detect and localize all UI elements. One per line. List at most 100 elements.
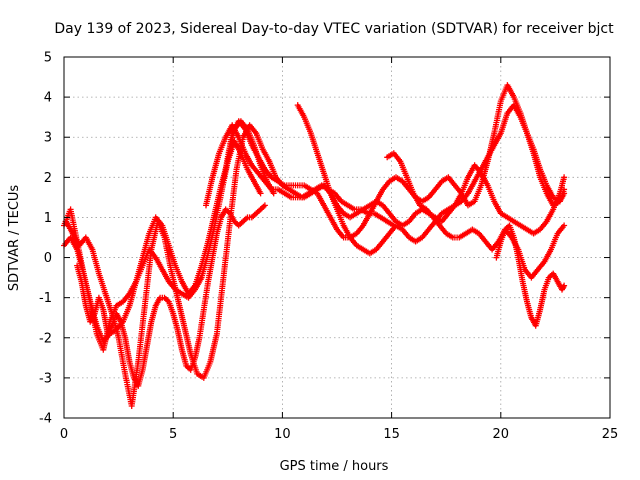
data-point [163, 236, 166, 239]
data-point [375, 200, 378, 203]
data-point [170, 268, 172, 271]
data-point [264, 180, 266, 183]
y-tick-label: 3 [44, 131, 52, 146]
y-tick-label: -2 [39, 331, 52, 346]
data-point [215, 232, 218, 235]
data-point [362, 208, 365, 211]
data-point [355, 244, 358, 247]
data-point [316, 188, 319, 191]
data-point [84, 304, 87, 307]
data-point [205, 204, 207, 207]
data-point [545, 184, 548, 187]
data-point [467, 204, 469, 207]
data-point [233, 220, 236, 223]
data-point [561, 288, 563, 291]
data-point [373, 212, 376, 215]
y-axis-label: SDTVAR / TECUs [7, 185, 22, 292]
data-point [122, 300, 124, 303]
data-point [89, 300, 92, 303]
data-point [309, 188, 312, 191]
data-point [517, 256, 520, 259]
data-point [288, 188, 290, 191]
data-point [220, 216, 223, 219]
data-point [296, 104, 299, 107]
data-point [224, 136, 227, 139]
data-point [224, 208, 227, 211]
data-point [532, 148, 535, 151]
data-point [95, 332, 98, 335]
data-point [154, 216, 157, 219]
data-point [547, 276, 550, 279]
data-point [473, 180, 476, 183]
data-point [270, 176, 273, 179]
series-track-3 [74, 202, 268, 389]
data-point [333, 192, 336, 195]
data-point [381, 204, 384, 207]
data-point [342, 212, 345, 215]
data-point [106, 332, 109, 335]
data-point [414, 212, 417, 215]
x-tick-label: 10 [274, 427, 291, 442]
data-point [347, 204, 349, 207]
data-point [174, 264, 177, 267]
data-point [261, 148, 264, 151]
data-point [388, 180, 391, 183]
data-point [447, 212, 450, 215]
data-point [161, 268, 164, 271]
data-point [368, 212, 371, 215]
data-point [296, 184, 299, 187]
data-point [401, 228, 404, 231]
data-point [264, 204, 266, 207]
data-point [480, 168, 483, 171]
data-point [388, 212, 391, 215]
data-point [506, 112, 509, 115]
data-point [303, 196, 306, 199]
data-point [250, 144, 253, 147]
data-point [342, 236, 345, 239]
data-point [137, 360, 140, 363]
data-point [458, 236, 461, 239]
data-point [141, 368, 144, 371]
data-point [445, 232, 448, 235]
series-markers [74, 202, 268, 389]
data-point [322, 172, 325, 175]
data-point [167, 300, 170, 303]
data-point [211, 256, 214, 259]
data-point [349, 216, 352, 219]
data-point [349, 236, 352, 239]
data-point [128, 292, 131, 295]
data-point [141, 264, 144, 267]
data-point [237, 224, 240, 227]
data-point [268, 160, 271, 163]
data-point [530, 316, 533, 319]
data-point [209, 360, 212, 363]
data-point [414, 240, 417, 243]
data-point [506, 84, 509, 86]
data-point [342, 224, 345, 227]
y-tick-label: 5 [44, 51, 52, 66]
data-point [526, 228, 528, 231]
data-point [229, 220, 231, 223]
data-point [355, 212, 358, 215]
y-tick-label: 1 [44, 211, 52, 226]
data-point [440, 180, 443, 183]
data-point [480, 184, 483, 187]
data-point [294, 192, 297, 195]
data-point [563, 284, 566, 287]
data-series [61, 82, 568, 409]
data-point [381, 188, 384, 191]
series-markers [63, 122, 397, 409]
data-point [130, 405, 133, 407]
data-point [303, 184, 306, 187]
data-point [283, 192, 286, 195]
data-point [65, 220, 68, 223]
data-point [386, 156, 389, 159]
data-point [93, 312, 96, 315]
data-point [434, 188, 437, 191]
data-point [244, 128, 247, 131]
data-point [290, 196, 293, 199]
data-point [272, 192, 275, 195]
data-point [154, 256, 157, 259]
data-point [499, 100, 502, 103]
